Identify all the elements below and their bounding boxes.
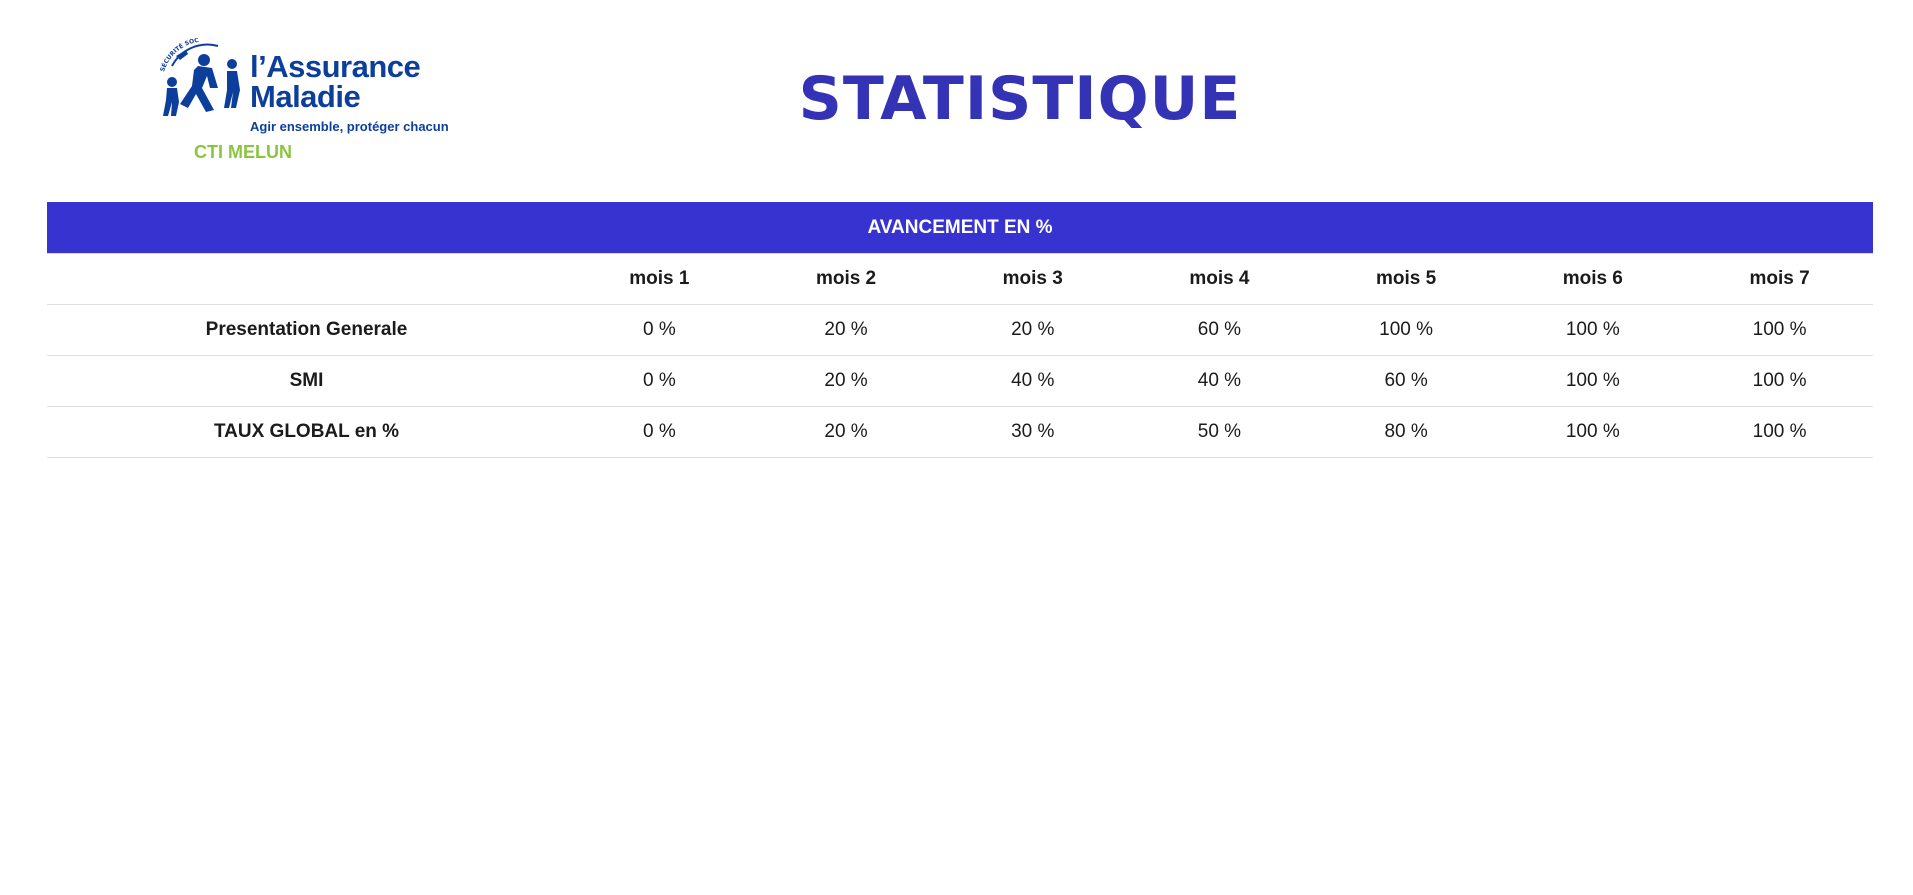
table-cell: 0 % <box>566 355 753 407</box>
column-header: mois 3 <box>939 253 1127 305</box>
table-cell: 30 % <box>939 406 1127 458</box>
table-cell: 60 % <box>1126 304 1313 356</box>
table-cell: 20 % <box>939 304 1127 356</box>
family-logo-icon: SÉCURITÉ SOCIALE <box>158 38 240 116</box>
table-cell: 100 % <box>1499 355 1687 407</box>
table-cell: 0 % <box>566 304 753 356</box>
table-cell: 20 % <box>752 406 940 458</box>
column-header: mois 6 <box>1499 253 1687 305</box>
stats-table: AVANCEMENT EN % mois 1 mois 2 mois 3 moi… <box>47 202 1873 458</box>
header: SÉCURITÉ SOCIALE l’Assurance Maladie Agi… <box>0 0 1913 202</box>
row-label: SMI <box>47 355 567 407</box>
table-cell: 100 % <box>1499 406 1687 458</box>
row-label: Presentation Generale <box>47 304 567 356</box>
table-cell: 0 % <box>566 406 753 458</box>
table-cell: 40 % <box>1126 355 1313 407</box>
table-cell: 50 % <box>1126 406 1313 458</box>
table-row: Presentation Generale 0 % 20 % 20 % 60 %… <box>47 304 1873 356</box>
logo-name-line2: Maladie <box>250 79 361 114</box>
table-cell: 100 % <box>1686 406 1873 458</box>
table-banner: AVANCEMENT EN % <box>47 202 1873 254</box>
table-cell: 20 % <box>752 304 940 356</box>
column-header: mois 2 <box>752 253 940 305</box>
stats-table-container: AVANCEMENT EN % mois 1 mois 2 mois 3 moi… <box>47 202 1873 458</box>
logo: SÉCURITÉ SOCIALE l’Assurance Maladie Agi… <box>158 38 458 134</box>
logo-wordmark: l’Assurance Maladie Agir ensemble, proté… <box>250 49 449 134</box>
table-row: SMI 0 % 20 % 40 % 40 % 60 % 100 % 100 % <box>47 355 1873 407</box>
logo-tagline: Agir ensemble, protéger chacun <box>250 119 449 134</box>
table-cell: 100 % <box>1686 355 1873 407</box>
column-header: mois 4 <box>1126 253 1313 305</box>
site-label: CTI MELUN <box>194 142 292 162</box>
row-label: TAUX GLOBAL en % <box>47 406 567 458</box>
table-cell: 60 % <box>1312 355 1500 407</box>
table-row: TAUX GLOBAL en % 0 % 20 % 30 % 50 % 80 %… <box>47 406 1873 458</box>
column-header-corner <box>47 253 567 305</box>
logo-name-line1: l’Assurance <box>250 49 421 84</box>
table-cell: 80 % <box>1312 406 1500 458</box>
table-cell: 100 % <box>1686 304 1873 356</box>
column-header: mois 1 <box>566 253 753 305</box>
table-cell: 40 % <box>939 355 1127 407</box>
table-cell: 20 % <box>752 355 940 407</box>
column-header-row: mois 1 mois 2 mois 3 mois 4 mois 5 mois … <box>47 253 1873 305</box>
page-title: STATISTIQUE <box>798 64 1242 134</box>
column-header: mois 5 <box>1312 253 1500 305</box>
table-cell: 100 % <box>1312 304 1500 356</box>
table-cell: 100 % <box>1499 304 1687 356</box>
column-header: mois 7 <box>1686 253 1873 305</box>
